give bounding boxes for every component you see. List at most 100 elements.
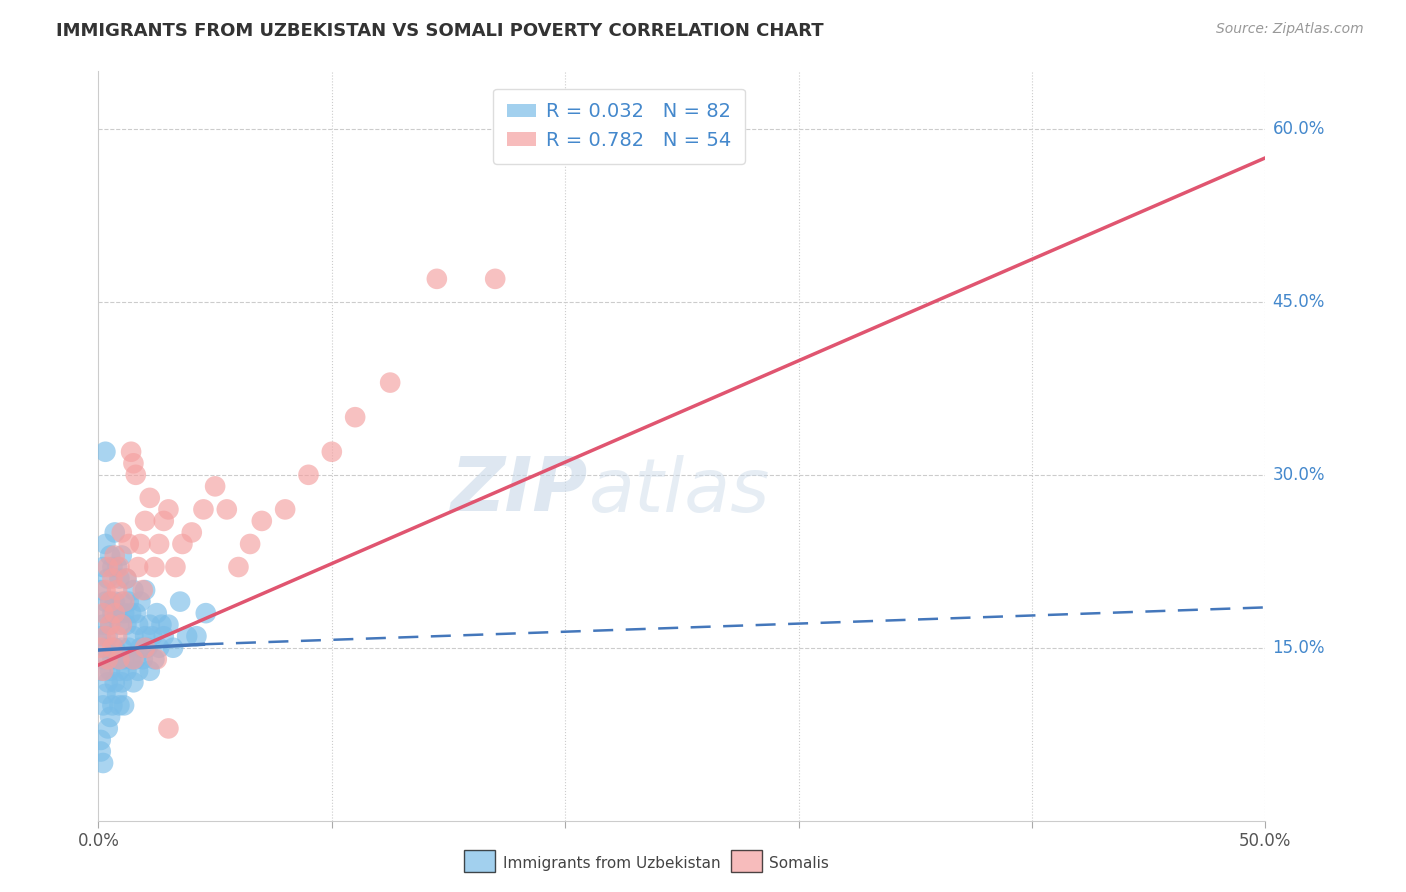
Point xyxy=(426,272,449,286)
Point xyxy=(129,640,152,655)
Point xyxy=(105,560,128,574)
Point xyxy=(194,606,217,620)
Point xyxy=(122,456,145,470)
Point xyxy=(108,652,131,666)
Point xyxy=(321,444,343,458)
Point xyxy=(91,756,114,770)
Point xyxy=(148,640,170,655)
Point xyxy=(122,652,145,666)
Point xyxy=(297,467,319,482)
Text: ZIP: ZIP xyxy=(451,454,589,527)
Point xyxy=(112,606,135,620)
Point xyxy=(101,652,124,666)
Text: Immigrants from Uzbekistan: Immigrants from Uzbekistan xyxy=(503,856,721,871)
Point xyxy=(105,606,128,620)
Point xyxy=(132,652,155,666)
Point xyxy=(150,617,173,632)
Point xyxy=(180,525,202,540)
Point xyxy=(250,514,273,528)
Point xyxy=(146,652,169,666)
Point xyxy=(134,583,156,598)
Point xyxy=(125,652,148,666)
Text: Source: ZipAtlas.com: Source: ZipAtlas.com xyxy=(1216,22,1364,37)
Point xyxy=(122,583,145,598)
Point xyxy=(115,572,138,586)
Point xyxy=(111,617,134,632)
Text: 60.0%: 60.0% xyxy=(1272,120,1324,138)
Point xyxy=(97,560,120,574)
Point xyxy=(108,572,131,586)
Point xyxy=(204,479,226,493)
Point xyxy=(108,617,131,632)
Point xyxy=(97,722,120,736)
Point xyxy=(143,560,166,574)
Point xyxy=(484,272,506,286)
Point xyxy=(98,710,121,724)
Point xyxy=(127,617,149,632)
Point xyxy=(97,572,120,586)
Point xyxy=(91,664,114,678)
Point xyxy=(91,606,114,620)
Point xyxy=(98,664,121,678)
Point xyxy=(98,549,121,563)
Point xyxy=(127,560,149,574)
Point xyxy=(152,629,174,643)
Point xyxy=(90,629,112,643)
Point xyxy=(148,537,170,551)
Point xyxy=(91,560,114,574)
Point xyxy=(90,664,112,678)
Point xyxy=(98,594,121,608)
Point xyxy=(94,583,117,598)
Point xyxy=(90,583,112,598)
Point xyxy=(129,594,152,608)
Point xyxy=(125,467,148,482)
Legend: R = 0.032   N = 82, R = 0.782   N = 54: R = 0.032 N = 82, R = 0.782 N = 54 xyxy=(494,88,745,163)
Point xyxy=(176,629,198,643)
Point xyxy=(111,549,134,563)
Point xyxy=(139,491,162,505)
Point xyxy=(139,664,162,678)
Point xyxy=(112,698,135,713)
Point xyxy=(122,629,145,643)
Text: IMMIGRANTS FROM UZBEKISTAN VS SOMALI POVERTY CORRELATION CHART: IMMIGRANTS FROM UZBEKISTAN VS SOMALI POV… xyxy=(56,22,824,40)
Point xyxy=(112,652,135,666)
Point xyxy=(101,640,124,655)
Point xyxy=(111,640,134,655)
Point xyxy=(111,675,134,690)
Point xyxy=(104,606,127,620)
Point xyxy=(118,640,141,655)
Point xyxy=(104,640,127,655)
Point xyxy=(101,560,124,574)
Point xyxy=(115,617,138,632)
Point xyxy=(97,675,120,690)
Point xyxy=(162,640,184,655)
Point xyxy=(344,410,367,425)
Point xyxy=(115,664,138,678)
Text: Somalis: Somalis xyxy=(769,856,830,871)
Point xyxy=(98,594,121,608)
Point xyxy=(94,606,117,620)
Point xyxy=(115,572,138,586)
Point xyxy=(104,675,127,690)
Point xyxy=(228,560,250,574)
Point xyxy=(97,629,120,643)
Point xyxy=(169,594,191,608)
Point xyxy=(91,617,114,632)
Point xyxy=(108,560,131,574)
Text: 30.0%: 30.0% xyxy=(1272,466,1324,483)
Point xyxy=(146,606,169,620)
Point xyxy=(215,502,238,516)
Point xyxy=(105,652,128,666)
Point xyxy=(101,606,124,620)
Point xyxy=(94,640,117,655)
Point xyxy=(152,514,174,528)
Point xyxy=(90,744,112,758)
Point xyxy=(94,629,117,643)
Point xyxy=(98,617,121,632)
Point xyxy=(127,664,149,678)
Point xyxy=(90,733,112,747)
Point xyxy=(157,502,180,516)
Point xyxy=(91,698,114,713)
Point xyxy=(165,560,187,574)
Text: 15.0%: 15.0% xyxy=(1272,639,1324,657)
